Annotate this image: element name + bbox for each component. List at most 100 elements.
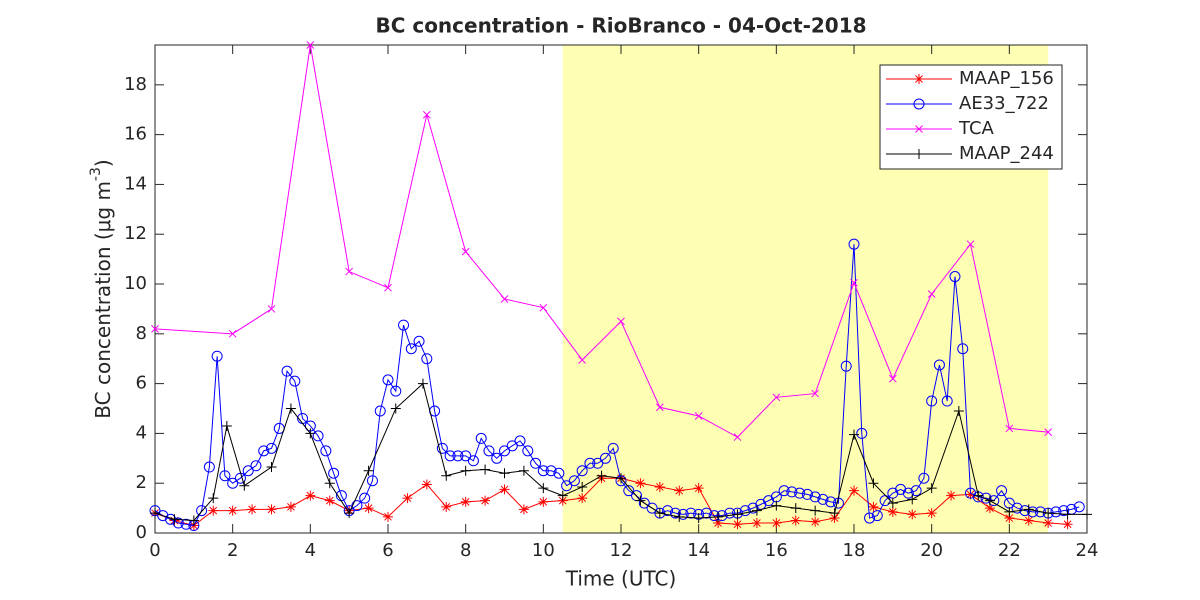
marker: [810, 505, 821, 516]
marker: [577, 481, 588, 492]
marker: [538, 496, 549, 507]
marker: [285, 501, 296, 512]
marker: [151, 324, 159, 333]
marker: [850, 278, 858, 287]
marker: [188, 515, 199, 526]
marker: [499, 468, 510, 479]
legend-box: [879, 64, 1063, 170]
marker: [1004, 506, 1015, 517]
marker: [809, 491, 821, 503]
marker: [849, 429, 859, 440]
marker: [242, 465, 254, 477]
marker: [914, 149, 924, 159]
marker: [669, 507, 681, 519]
marker: [674, 485, 685, 496]
marker: [1062, 509, 1073, 520]
marker: [421, 353, 433, 365]
marker: [957, 343, 969, 355]
marker: [848, 238, 860, 250]
marker: [913, 98, 925, 110]
marker: [452, 450, 464, 462]
marker: [499, 484, 510, 495]
marker: [915, 125, 923, 133]
marker: [239, 480, 250, 491]
marker: [180, 518, 192, 530]
marker: [655, 403, 664, 412]
y-tick-label: 0: [136, 522, 147, 543]
marker: [266, 504, 277, 515]
marker: [374, 405, 386, 417]
marker: [413, 335, 425, 347]
marker: [344, 508, 355, 519]
marker: [227, 477, 239, 489]
x-tick-label: 22: [998, 540, 1021, 561]
marker: [402, 493, 413, 504]
marker: [421, 479, 432, 490]
marker: [363, 465, 374, 476]
marker: [305, 490, 316, 501]
marker: [596, 470, 607, 481]
marker: [196, 505, 208, 517]
marker: [1034, 506, 1046, 518]
marker: [1050, 506, 1062, 518]
marker: [801, 488, 813, 500]
marker: [1004, 513, 1015, 524]
marker: [941, 395, 953, 407]
marker: [324, 478, 335, 489]
marker: [856, 427, 868, 439]
marker: [817, 493, 829, 505]
marker: [514, 435, 526, 447]
marker: [724, 507, 736, 519]
marker: [751, 518, 762, 529]
x-tick-label: 4: [305, 540, 316, 561]
marker: [902, 487, 914, 499]
marker: [398, 319, 410, 331]
marker: [984, 503, 995, 514]
marker: [794, 487, 806, 499]
marker: [1027, 506, 1039, 518]
marker: [933, 359, 945, 371]
marker: [751, 505, 762, 516]
marker: [530, 457, 542, 469]
x-tick-label: 24: [1076, 540, 1099, 561]
y-tick-label: 2: [136, 472, 147, 493]
marker: [638, 497, 650, 509]
x-axis-label: Time (UTC): [565, 567, 677, 591]
marker: [483, 445, 495, 457]
y-tick-label: 14: [124, 173, 147, 194]
marker: [480, 464, 491, 475]
marker: [1082, 509, 1092, 520]
marker: [561, 480, 573, 492]
marker: [1043, 508, 1054, 519]
marker: [460, 450, 472, 462]
marker: [700, 507, 712, 519]
marker: [578, 356, 587, 364]
legend-label: TCA: [958, 118, 995, 139]
marker: [984, 495, 995, 506]
marker: [654, 508, 665, 519]
x-tick-label: 0: [149, 540, 160, 561]
marker: [351, 500, 363, 512]
marker: [208, 505, 219, 516]
marker: [312, 430, 324, 442]
marker: [592, 457, 604, 469]
marker: [441, 470, 452, 481]
marker: [617, 317, 625, 326]
marker: [382, 374, 394, 386]
marker: [405, 343, 417, 355]
marker: [693, 513, 704, 524]
marker: [1062, 519, 1073, 530]
marker: [887, 498, 898, 509]
marker: [1023, 504, 1034, 515]
marker: [926, 483, 937, 494]
legend-label: MAAP_156: [959, 68, 1054, 89]
marker: [811, 389, 820, 398]
marker: [980, 492, 992, 504]
y-tick-label: 16: [124, 124, 147, 145]
marker: [266, 462, 277, 473]
marker: [946, 490, 957, 501]
y-tick-label: 12: [124, 223, 147, 244]
marker: [616, 473, 626, 484]
marker: [1023, 515, 1034, 526]
marker: [467, 455, 479, 467]
